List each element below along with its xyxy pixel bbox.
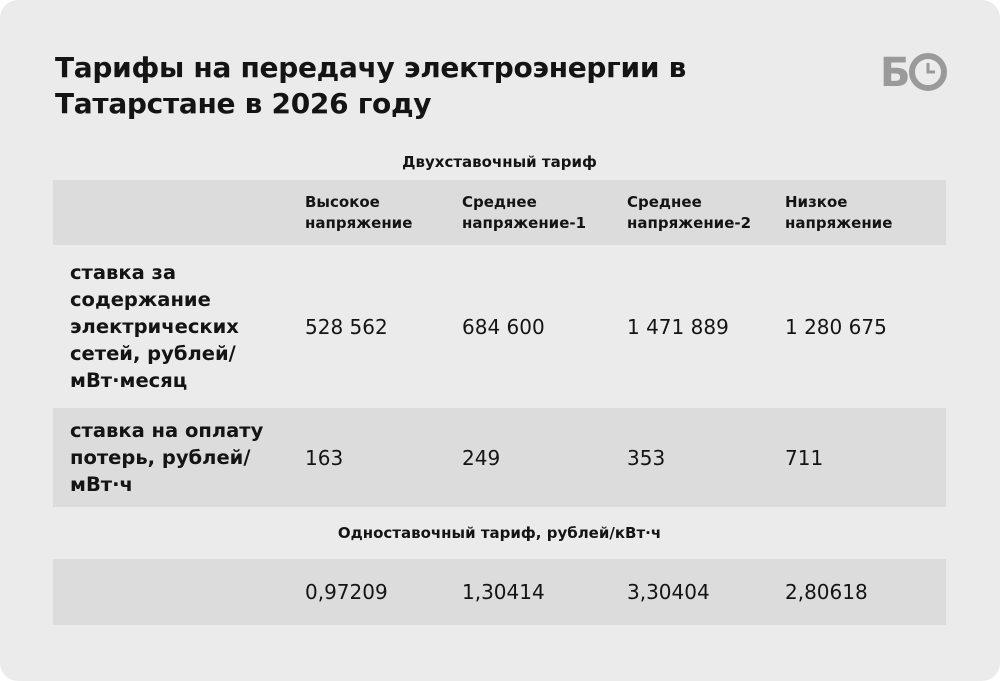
table-row: 0,97209 1,30414 3,30404 2,80618	[53, 559, 946, 625]
cell: 0,97209	[305, 580, 388, 604]
cell: 711	[785, 445, 824, 470]
cell: 684 600	[462, 314, 545, 339]
cell: 353	[627, 445, 666, 470]
row-label: ставка за содержание электрических сетей…	[70, 261, 239, 392]
row-label: ставка на оплату потерь, рублей/ мВт·ч	[70, 419, 264, 496]
title: Тарифы на передачу электроэнергии в Тата…	[55, 51, 687, 120]
cell: 1 471 889	[627, 314, 729, 339]
logo-letter: Б	[880, 50, 911, 94]
cell: 1,30414	[462, 580, 545, 604]
cell: 2,80618	[785, 580, 868, 604]
section-heading: Одноставочный тариф, рублей/кВт·ч	[337, 524, 662, 542]
logo: Б	[880, 50, 947, 94]
column-header: Высокое напряжение	[305, 192, 413, 232]
section-heading: Двухставочный тариф	[402, 153, 597, 171]
cell: 163	[305, 445, 344, 470]
column-header: Низкое напряжение	[785, 192, 893, 232]
table-row: ставка за содержание электрических сетей…	[53, 245, 946, 408]
column-header: Среднее напряжение-1	[462, 192, 587, 232]
cell: 528 562	[305, 314, 388, 339]
cell: 1 280 675	[785, 314, 887, 339]
table-row: ставка на оплату потерь, рублей/ мВт·ч 1…	[53, 408, 946, 507]
cell: 3,30404	[627, 580, 710, 604]
column-header: Среднее напряжение-2	[627, 192, 752, 232]
header-row: Высокое напряжение Среднее напряжение-1 …	[53, 180, 946, 245]
cell: 249	[462, 445, 501, 470]
